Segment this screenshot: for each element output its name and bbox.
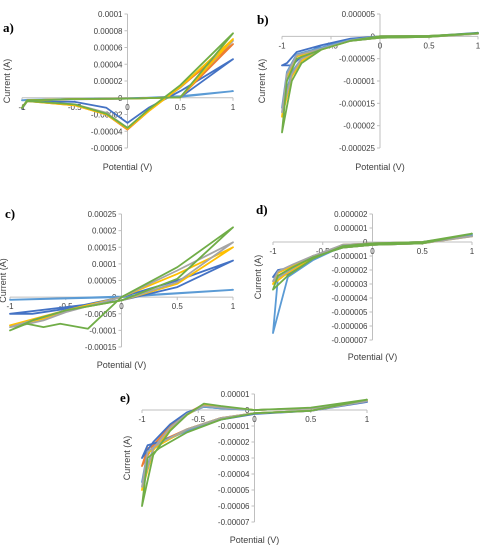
chart-panel: d) -0.000007 -0.000006 -0.000005 -0.000004 -0… — [253, 202, 475, 362]
y-tick-label: -0.000005 — [339, 55, 376, 64]
x-tick-label: 1 — [365, 415, 370, 424]
x-axis-title: Potential (V) — [97, 360, 147, 370]
y-tick-label: 0.00025 — [88, 210, 117, 219]
x-tick-label: 0.5 — [417, 247, 429, 256]
x-tick-label: 1 — [231, 302, 236, 311]
panel-label: e) — [120, 390, 130, 405]
chart-panel: b) -0.000025 -0.00002 -0.000015 -0.00001 -0.0… — [257, 10, 481, 172]
x-tick-label: 0.5 — [305, 415, 317, 424]
y-tick-label: 0.0002 — [92, 227, 117, 236]
y-tick-label: -0.00001 — [343, 77, 375, 86]
x-tick-label: 0 — [119, 302, 124, 311]
y-tick-label: -0.00005 — [218, 486, 250, 495]
y-tick-label: -0.00002 — [343, 122, 375, 131]
x-axis-title: Potential (V) — [355, 162, 405, 172]
y-tick-label: -0.00003 — [218, 454, 250, 463]
y-tick-label: -0.00004 — [91, 127, 123, 136]
y-tick-label: -0.00006 — [218, 502, 250, 511]
y-tick-label: 0.000002 — [334, 210, 368, 219]
x-tick-label: -1 — [6, 302, 14, 311]
x-tick-label: -0.5 — [68, 103, 82, 112]
x-tick-label: -1 — [138, 415, 146, 424]
x-tick-label: 1 — [470, 247, 475, 256]
panel-label: c) — [5, 206, 15, 221]
x-tick-label: 0.5 — [423, 41, 435, 50]
x-axis-title: Potential (V) — [230, 535, 280, 545]
series-line — [281, 32, 479, 134]
series-line — [141, 398, 368, 507]
y-tick-label: -0.000025 — [339, 144, 376, 153]
y-tick-label: -0.00001 — [218, 422, 250, 431]
y-tick-label: 0.00004 — [94, 60, 123, 69]
chart-panel: e) -0.00007 -0.00006 -0.00005 -0.00004 -0.000… — [120, 390, 370, 545]
y-tick-label: -0.00005 — [85, 310, 117, 319]
y-tick-label: -0.000015 — [339, 99, 376, 108]
x-tick-label: -1 — [278, 41, 286, 50]
y-tick-label: -0.000005 — [331, 308, 368, 317]
y-axis-title: Current (A) — [253, 255, 263, 300]
x-tick-label: -0.5 — [191, 415, 205, 424]
y-tick-label: -0.000004 — [331, 294, 368, 303]
y-tick-label: -0.00004 — [218, 470, 250, 479]
chart-panel: a)-0.00006-0.00004-0.0000200.000020.0000… — [2, 10, 236, 172]
y-tick-label: 0.0001 — [98, 10, 123, 19]
y-tick-label: 0 — [363, 238, 368, 247]
y-tick-label: 0.0001 — [92, 260, 117, 269]
y-tick-label: 0.00001 — [221, 390, 250, 399]
y-tick-label: -0.00015 — [85, 343, 117, 352]
y-tick-label: 0.00008 — [94, 27, 123, 36]
y-tick-label: -0.00002 — [218, 438, 250, 447]
series-line — [9, 288, 234, 301]
x-tick-label: 0.5 — [172, 302, 184, 311]
y-tick-label: -0.000003 — [331, 280, 368, 289]
x-tick-label: 1 — [476, 41, 481, 50]
y-tick-label: 0.00015 — [88, 243, 117, 252]
y-tick-label: -0.000001 — [331, 252, 368, 261]
series-line — [272, 235, 473, 283]
y-tick-label: 0.00006 — [94, 44, 123, 53]
y-tick-label: -0.000002 — [331, 266, 368, 275]
y-tick-label: 0.00005 — [88, 277, 117, 286]
y-axis-title: Current (A) — [2, 59, 12, 104]
y-tick-label: 0.000001 — [334, 224, 368, 233]
panel-label: d) — [256, 202, 268, 217]
x-axis-title: Potential (V) — [103, 162, 153, 172]
x-tick-label: 0 — [252, 415, 257, 424]
series-line — [9, 226, 234, 332]
x-tick-label: -1 — [269, 247, 277, 256]
y-axis-title: Current (A) — [257, 59, 267, 104]
panel-label: a) — [3, 20, 14, 35]
y-tick-label: -0.000007 — [331, 336, 368, 345]
panel-label: b) — [257, 12, 269, 27]
y-tick-label: 0.000005 — [342, 10, 376, 19]
x-tick-label: 0 — [370, 247, 375, 256]
series-line — [272, 232, 473, 291]
y-axis-title: Current (A) — [122, 436, 132, 481]
series-line — [21, 32, 234, 129]
y-axis-title: Current (A) — [0, 258, 8, 303]
y-tick-label: -0.00006 — [91, 144, 123, 153]
x-tick-label: 0.5 — [175, 103, 187, 112]
x-tick-label: 0 — [125, 103, 130, 112]
x-axis-title: Potential (V) — [348, 352, 398, 362]
y-tick-label: -0.000006 — [331, 322, 368, 331]
x-tick-label: 1 — [231, 103, 236, 112]
y-tick-label: -0.0001 — [89, 326, 117, 335]
x-tick-label: 0 — [378, 41, 383, 50]
y-tick-label: 0.00002 — [94, 77, 123, 86]
y-tick-label: -0.00007 — [218, 518, 250, 527]
